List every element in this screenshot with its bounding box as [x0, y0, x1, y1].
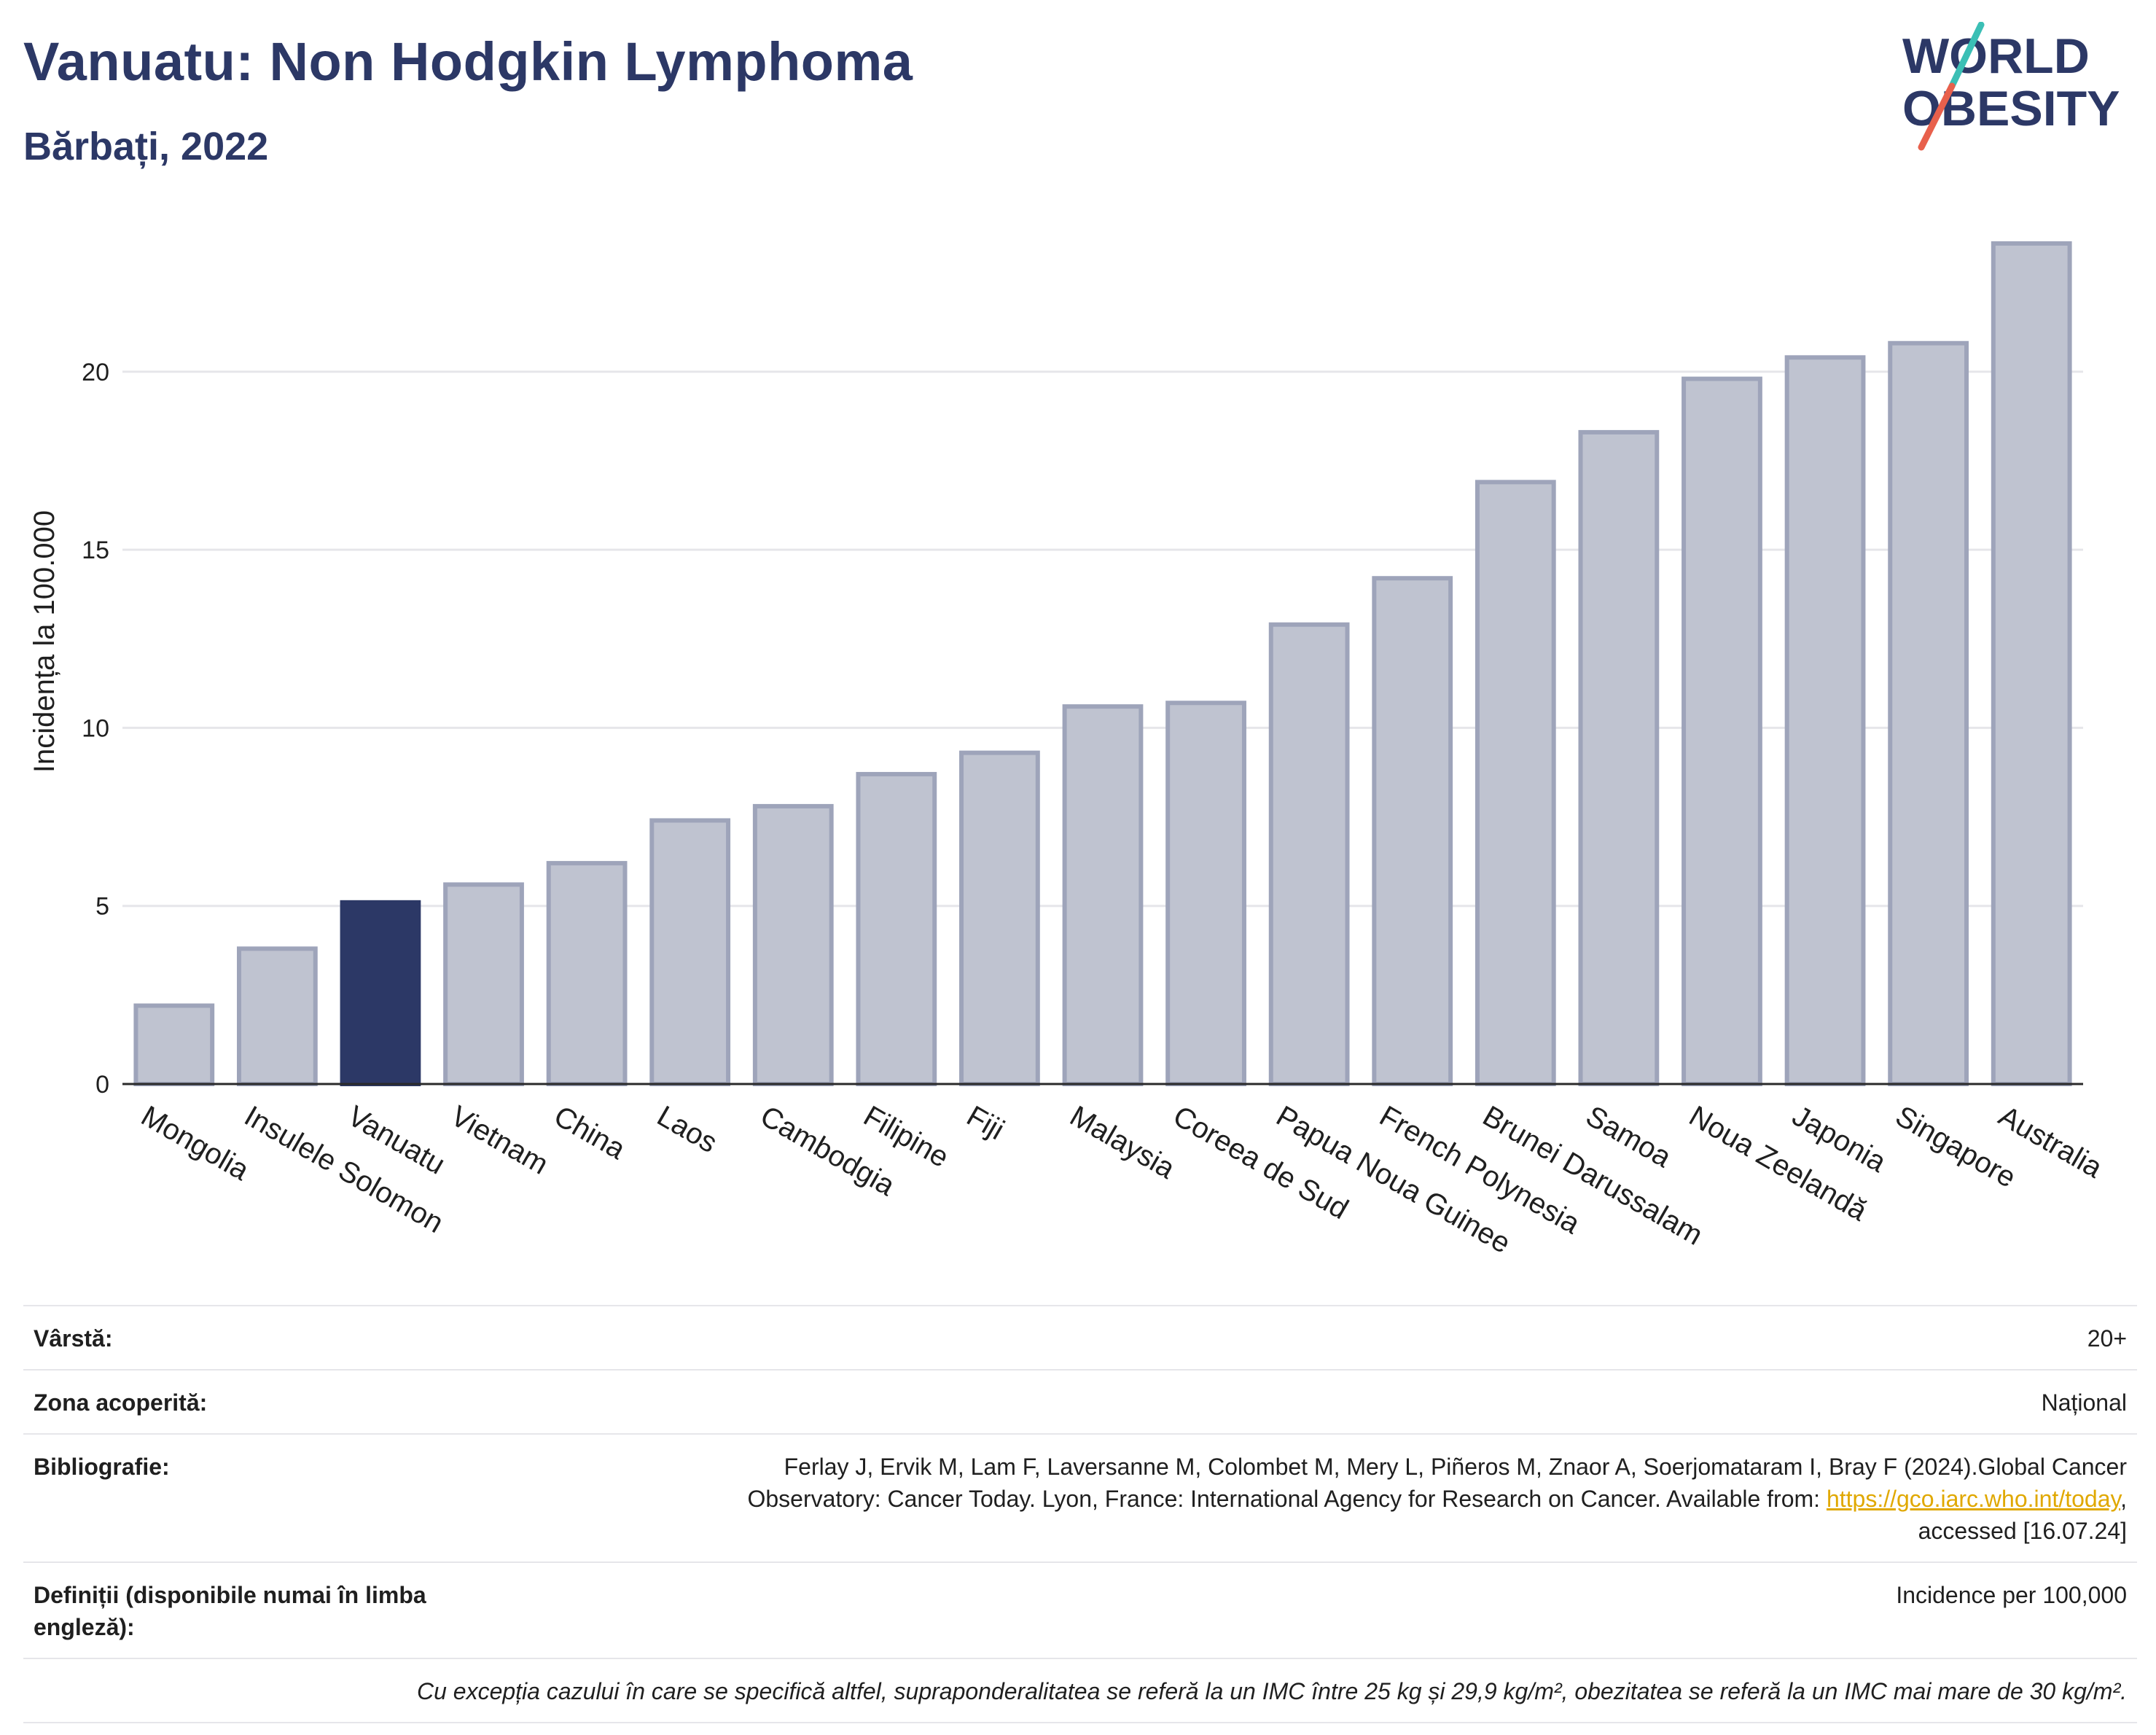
- logo-slash-top: [1948, 22, 1985, 90]
- bar-japonia: [1784, 355, 1866, 1087]
- info-row-age: Vârstă: 20+: [23, 1305, 2137, 1370]
- x-tick-label: China: [549, 1100, 631, 1166]
- definitions-value: Incidence per 100,000: [510, 1562, 2137, 1658]
- bar-china: [546, 861, 628, 1086]
- page-title: Vanuatu: Non Hodgkin Lymphoma: [23, 31, 913, 92]
- bibliography-line2: Observatory: Cancer Today. Lyon, France:…: [747, 1486, 1827, 1512]
- bar-cambodgia: [752, 803, 834, 1087]
- info-table: Vârstă: 20+ Zona acoperită: Național Bib…: [23, 1305, 2137, 1723]
- logo-slash-bottom: [1918, 82, 1956, 151]
- bar-layer: [133, 241, 2072, 1087]
- bar-samoa: [1578, 429, 1660, 1086]
- bibliography-label: Bibliografie:: [23, 1433, 510, 1562]
- bar-noua-zeelandă: [1682, 376, 1762, 1086]
- bibliography-line3: accessed [16.07.24]: [1918, 1518, 2127, 1544]
- x-tick-label: Vietnam: [445, 1100, 553, 1181]
- bar-vietnam: [443, 882, 524, 1087]
- y-tick-label: 0: [95, 1071, 109, 1099]
- bar-malaysia: [1062, 704, 1144, 1086]
- bar-papua-noua-guinee: [1268, 622, 1350, 1086]
- age-value: 20+: [510, 1305, 2137, 1370]
- world-obesity-logo: WORLD OBESITY: [1902, 22, 2120, 151]
- y-axis-label: Incidența la 100.000: [28, 510, 60, 773]
- bar-vanuatu: [340, 900, 421, 1087]
- bibliography-line1: Ferlay J, Ervik M, Lam F, Laversanne M, …: [784, 1454, 2127, 1480]
- bar-australia: [1991, 241, 2072, 1086]
- bar-french-polynesia: [1372, 576, 1453, 1086]
- bar-insulele-solomon: [236, 946, 318, 1087]
- y-tick-label: 10: [82, 714, 109, 742]
- age-label: Vârstă:: [23, 1305, 510, 1370]
- bar-fiji: [959, 750, 1040, 1086]
- bar-mongolia: [133, 1003, 215, 1086]
- coverage-value: Național: [510, 1369, 2137, 1434]
- definitions-label: Definiții (disponibile numai în limba en…: [23, 1562, 510, 1658]
- x-tick-label: Laos: [652, 1100, 722, 1159]
- bar-singapore: [1888, 340, 1969, 1086]
- bar-filipine: [856, 771, 937, 1086]
- y-tick-label: 15: [82, 537, 109, 564]
- info-row-footnote: Cu excepția cazului în care se specifică…: [23, 1658, 2137, 1723]
- x-tick-label: Malaysia: [1065, 1100, 1181, 1185]
- x-tick-label: Mongolia: [136, 1100, 254, 1188]
- bibliography-comma: ,: [2120, 1486, 2127, 1512]
- info-row-definitions: Definiții (disponibile numai în limba en…: [23, 1562, 2137, 1658]
- bibliography-value: Ferlay J, Ervik M, Lam F, Laversanne M, …: [510, 1433, 2137, 1562]
- y-tick-label: 20: [82, 359, 109, 386]
- bar-brunei-darussalam: [1475, 480, 1556, 1086]
- x-tick-label: Fiji: [961, 1100, 1009, 1147]
- y-tick-label: 5: [95, 893, 109, 921]
- info-row-coverage: Zona acoperită: Național: [23, 1369, 2137, 1434]
- logo-text-world: WORLD: [1902, 28, 2090, 84]
- x-tick-label: Noua Zeelandă: [1684, 1100, 1873, 1228]
- coverage-label: Zona acoperită:: [23, 1369, 510, 1434]
- info-row-bibliography: Bibliografie: Ferlay J, Ervik M, Lam F, …: [23, 1433, 2137, 1562]
- x-tick-label: Coreea de Sud: [1168, 1100, 1354, 1226]
- footnote: Cu excepția cazului în care se specifică…: [23, 1658, 2137, 1723]
- bar-coreea-de-sud: [1165, 701, 1246, 1086]
- bar-laos: [649, 818, 731, 1086]
- page-subtitle: Bărbați, 2022: [23, 125, 269, 168]
- bibliography-link[interactable]: https://gco.iarc.who.int/today: [1826, 1486, 2121, 1512]
